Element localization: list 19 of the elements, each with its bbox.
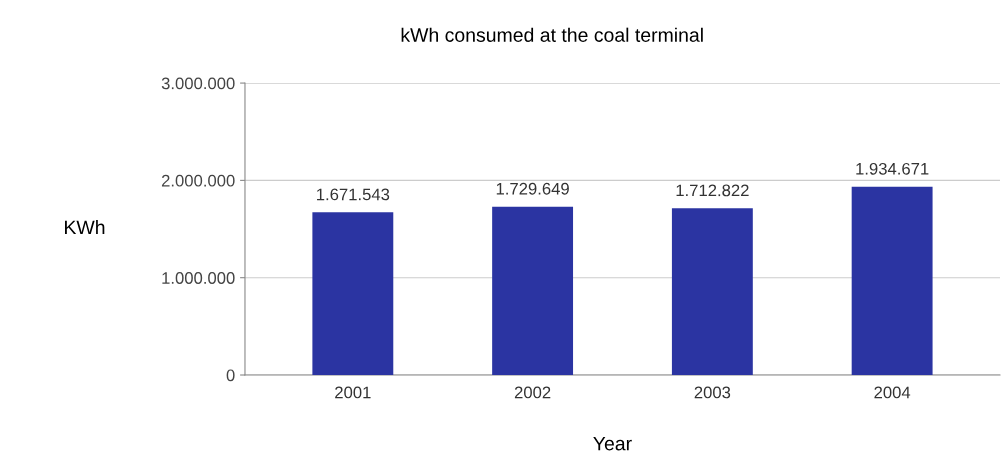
y-tick-label: 3.000.000 <box>161 77 235 90</box>
x-axis-title: Year <box>593 436 632 451</box>
bar <box>492 206 574 375</box>
x-tick-label: 2001 <box>335 386 371 399</box>
y-tick-label: 2.000.000 <box>161 174 235 187</box>
data-label: 1.934.671 <box>856 162 929 175</box>
data-label: 1.712.822 <box>676 184 749 197</box>
data-label: 1.729.649 <box>496 182 569 195</box>
chart-title: kWh consumed at the coal terminal <box>401 27 703 42</box>
y-axis-title: KWh <box>65 219 105 235</box>
x-tick-label: 2003 <box>694 386 731 399</box>
x-tick-label: 2004 <box>874 386 911 399</box>
bar <box>312 212 394 375</box>
y-tick-label: 1.000.000 <box>162 272 235 284</box>
x-tick-label: 2002 <box>514 386 551 399</box>
data-label: 1.671.543 <box>317 188 390 201</box>
bar <box>851 186 933 375</box>
bar <box>671 208 753 375</box>
y-tick-label: 0 <box>226 369 235 382</box>
